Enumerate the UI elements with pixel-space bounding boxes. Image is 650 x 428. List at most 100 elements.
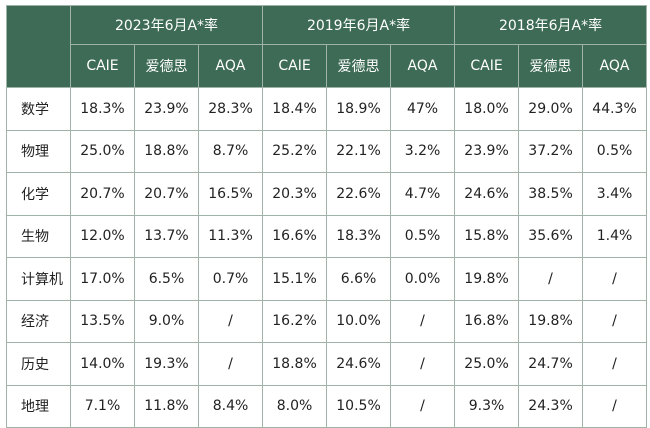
rate-cell: 3.2% (390, 129, 456, 173)
rate-cell: 16.8% (454, 299, 520, 343)
astar-rate-table: 2023年6月A*率 2019年6月A*率 2018年6月A*率 CAIE 爱德… (6, 5, 648, 428)
subject-cell: 计算机 (6, 257, 71, 301)
rate-cell: 8.4% (197, 384, 264, 428)
rate-cell: 25.2% (262, 129, 328, 173)
rate-cell: 6.6% (326, 257, 392, 301)
rate-cell: 0.0% (390, 257, 456, 301)
board-header: CAIE (262, 44, 328, 88)
table-row: 计算机 17.0% 6.5% 0.7% 15.1% 6.6% 0.0% 19.8% / / (6, 257, 648, 301)
rate-cell: 6.5% (134, 257, 199, 301)
table-row: 经济 13.5% 9.0%/16.2% 10.0%/16.8% 19.8% / (6, 299, 648, 343)
table-body: 数学 18.3% 23.9% 28.3% 18.4% 18.9% 47% 18.0% 29.0%… (6, 87, 648, 428)
board-header: CAIE (70, 44, 135, 88)
rate-cell: 14.0% (70, 342, 135, 386)
rate-cell: / (390, 384, 456, 428)
rate-cell: 24.6% (326, 342, 392, 386)
rate-cell: / (582, 342, 648, 386)
table-row: 数学 18.3% 23.9% 28.3% 18.4% 18.9% 47% 18.0% 29.0%… (6, 87, 648, 131)
subject-cell: 物理 (6, 129, 71, 173)
table-row: 生物 12.0% 13.7% 11.3% 16.6% 18.3% 0.5% 15.8% 35.6… (6, 214, 648, 258)
board-header: 爱德思 (326, 44, 392, 88)
subject-cell: 化学 (6, 172, 71, 216)
rate-cell: 23.9% (454, 129, 520, 173)
rate-cell: / (197, 299, 264, 343)
rate-cell: 22.6% (326, 172, 392, 216)
rate-cell: 19.8% (518, 299, 584, 343)
table-row: 物理 25.0% 18.8% 8.7% 25.2% 22.1% 3.2% 23.9% 37.2%… (6, 129, 648, 173)
table-row: 地理 7.1% 11.8% 8.4% 8.0% 10.5%/9.3% 24.3% / (6, 384, 648, 428)
rate-cell: 25.0% (454, 342, 520, 386)
rate-cell: 29.0% (518, 87, 584, 131)
rate-cell: 18.8% (134, 129, 199, 173)
rate-cell: 22.1% (326, 129, 392, 173)
rate-cell: 0.7% (197, 257, 264, 301)
rate-cell: 9.0% (134, 299, 199, 343)
subject-cell: 地理 (6, 384, 71, 428)
rate-cell: 13.7% (134, 214, 199, 258)
results-table-container: 2023年6月A*率 2019年6月A*率 2018年6月A*率 CAIE 爱德… (6, 5, 648, 428)
board-header: AQA (390, 44, 456, 88)
rate-cell: 28.3% (197, 87, 264, 131)
rate-cell: 44.3% (582, 87, 648, 131)
rate-cell: / (390, 299, 456, 343)
board-header: 爱德思 (134, 44, 199, 88)
rate-cell: 47% (390, 87, 456, 131)
rate-cell: 18.0% (454, 87, 520, 131)
rate-cell: 24.3% (518, 384, 584, 428)
rate-cell: 19.8% (454, 257, 520, 301)
rate-cell: / (518, 257, 584, 301)
rate-cell: 10.5% (326, 384, 392, 428)
year-header: 2023年6月A*率 (69, 5, 264, 45)
rate-cell: 37.2% (518, 129, 584, 173)
rate-cell: 18.3% (70, 87, 135, 131)
table-row: 历史 14.0% 19.3%/18.8% 24.6%/25.0% 24.7% / (6, 342, 648, 386)
rate-cell: / (197, 342, 264, 386)
rate-cell: 0.5% (582, 129, 648, 173)
board-header: AQA (197, 44, 264, 88)
rate-cell: 15.1% (262, 257, 328, 301)
board-header: CAIE (454, 44, 520, 88)
table-row: 化学 20.7% 20.7% 16.5% 20.3% 22.6% 4.7% 24.6% 38.5… (6, 172, 648, 216)
board-header: 爱德思 (518, 44, 584, 88)
rate-cell: 16.2% (262, 299, 328, 343)
rate-cell: 0.5% (390, 214, 456, 258)
rate-cell: 25.0% (70, 129, 135, 173)
rate-cell: 9.3% (454, 384, 520, 428)
rate-cell: 16.6% (262, 214, 328, 258)
rate-cell: 18.9% (326, 87, 392, 131)
rate-cell: 4.7% (390, 172, 456, 216)
rate-cell: 1.4% (582, 214, 648, 258)
rate-cell: 17.0% (70, 257, 135, 301)
rate-cell: 12.0% (70, 214, 135, 258)
rate-cell: 38.5% (518, 172, 584, 216)
subject-cell: 经济 (6, 299, 71, 343)
table-header: 2023年6月A*率 2019年6月A*率 2018年6月A*率 CAIE 爱德… (6, 5, 648, 88)
rate-cell: 18.8% (262, 342, 328, 386)
rate-cell: / (390, 342, 456, 386)
rate-cell: 7.1% (70, 384, 135, 428)
rate-cell: / (582, 299, 648, 343)
rate-cell: / (582, 257, 648, 301)
rate-cell: 20.3% (262, 172, 328, 216)
rate-cell: 8.0% (262, 384, 328, 428)
rate-cell: 35.6% (518, 214, 584, 258)
year-header: 2018年6月A*率 (454, 5, 648, 45)
rate-cell: 10.0% (326, 299, 392, 343)
subject-cell: 数学 (6, 87, 71, 131)
rate-cell: 23.9% (134, 87, 199, 131)
rate-cell: 18.4% (262, 87, 328, 131)
subject-cell: 历史 (6, 342, 71, 386)
rate-cell: 8.7% (197, 129, 264, 173)
rate-cell: 19.3% (134, 342, 199, 386)
rate-cell: 20.7% (70, 172, 135, 216)
rate-cell: 15.8% (454, 214, 520, 258)
rate-cell: 24.6% (454, 172, 520, 216)
year-header: 2019年6月A*率 (262, 5, 456, 45)
rate-cell: 18.3% (326, 214, 392, 258)
rate-cell: 20.7% (134, 172, 199, 216)
rate-cell: 11.3% (197, 214, 264, 258)
rate-cell: 13.5% (70, 299, 135, 343)
board-header: AQA (582, 44, 648, 88)
rate-cell: 16.5% (197, 172, 264, 216)
rate-cell: 11.8% (134, 384, 199, 428)
